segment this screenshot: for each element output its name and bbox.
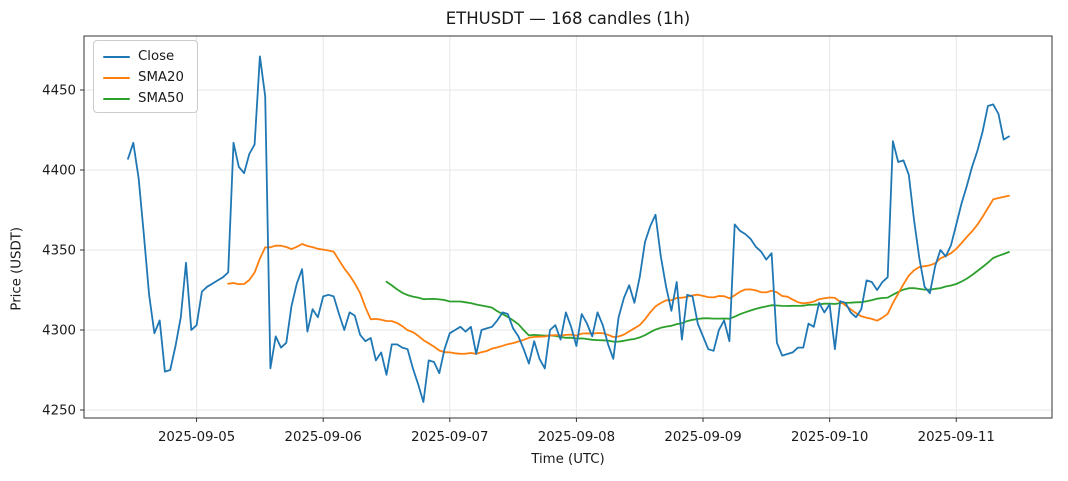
sma50-line-swatch-icon [103,97,130,100]
legend-label-sma50: SMA50 [138,91,184,106]
sma20-line-swatch-icon [103,76,130,79]
sma20-line [227,194,1010,355]
y-tick-label: 4250 [42,404,76,419]
x-tick-label: 2025-09-08 [538,430,615,445]
close-line-swatch-icon [103,55,130,58]
legend: Close SMA20 SMA50 [93,40,198,113]
y-axis-label: Price (USDT) [9,226,24,311]
x-tick-label: 2025-09-05 [158,430,235,445]
close-line [127,55,1010,403]
y-tick-label: 4400 [42,164,76,179]
x-tick-label: 2025-09-11 [918,430,995,445]
x-tick-label: 2025-09-06 [285,430,362,445]
legend-label-sma20: SMA20 [138,70,184,85]
chart-title: ETHUSDT — 168 candles (1h) [445,9,691,28]
y-tick-label: 4350 [42,244,76,259]
plot-area [84,36,1052,418]
legend-item-sma50: SMA50 [94,88,197,109]
legend-item-close: Close [94,46,197,67]
x-tick-label: 2025-09-10 [791,430,868,445]
y-tick-label: 4300 [42,324,76,339]
x-tick-label: 2025-09-09 [664,430,741,445]
axes-spines [83,35,1053,419]
legend-label-close: Close [138,49,175,64]
y-tick-label: 4450 [42,84,76,99]
legend-item-sma20: SMA20 [94,67,197,88]
x-axis-label: Time (UTC) [531,452,605,467]
x-tick-label: 2025-09-07 [411,430,488,445]
